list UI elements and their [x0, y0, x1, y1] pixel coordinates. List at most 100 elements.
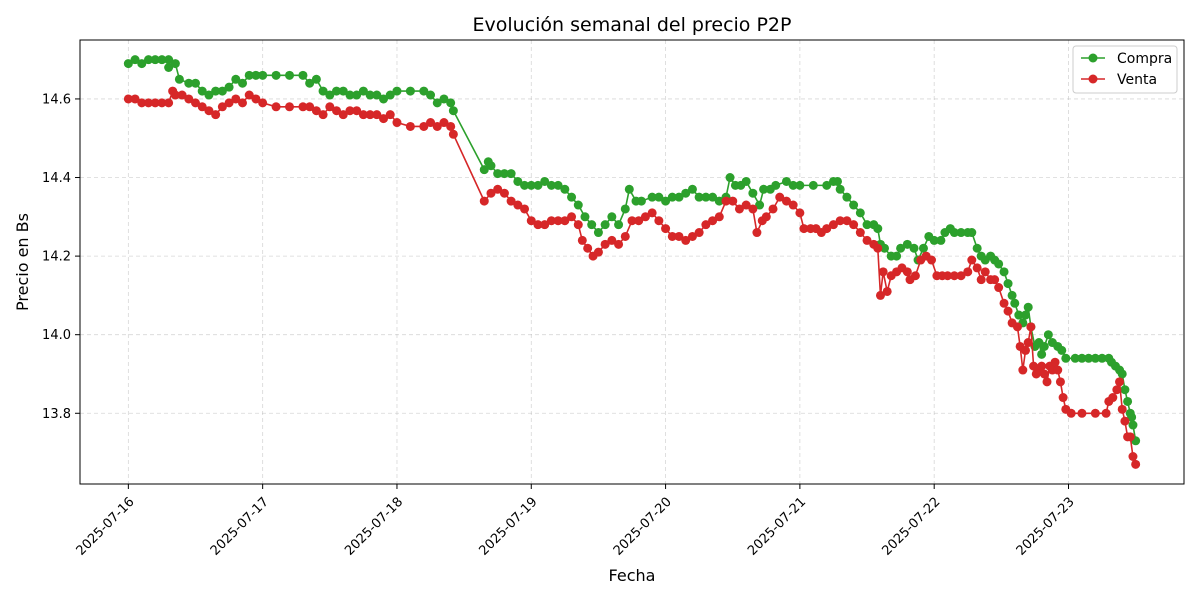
data-point-venta — [902, 267, 912, 277]
data-point-compra — [332, 86, 342, 96]
data-point-compra — [1057, 345, 1067, 355]
data-point-venta — [681, 235, 691, 245]
data-point-venta — [244, 90, 254, 100]
data-point-compra — [144, 55, 153, 65]
data-point-venta — [439, 118, 449, 128]
data-point-compra — [725, 173, 735, 183]
data-point-compra — [714, 196, 724, 206]
data-point-compra — [170, 59, 180, 69]
data-point-venta — [338, 110, 348, 120]
data-point-venta — [157, 98, 167, 108]
data-point-compra — [432, 98, 442, 108]
data-point-venta — [1112, 385, 1122, 395]
data-point-compra — [694, 192, 704, 202]
data-point-venta — [748, 204, 758, 214]
data-point-venta — [1131, 459, 1141, 469]
data-point-venta — [873, 243, 883, 253]
data-point-compra — [636, 196, 646, 206]
data-point-compra — [687, 184, 697, 194]
data-point-venta — [607, 235, 617, 245]
data-point-compra — [580, 212, 590, 222]
data-point-venta — [1108, 393, 1118, 403]
data-point-compra — [258, 70, 268, 80]
data-point-compra — [365, 90, 375, 100]
data-point-compra — [540, 176, 550, 186]
data-point-venta — [191, 98, 200, 108]
data-point-venta — [164, 98, 174, 108]
data-point-venta — [211, 110, 221, 120]
data-point-compra — [759, 184, 769, 194]
data-point-venta — [593, 247, 603, 257]
data-point-compra — [842, 192, 852, 202]
data-point-venta — [479, 196, 489, 206]
data-point-compra — [392, 86, 402, 96]
data-point-venta — [600, 239, 610, 249]
data-point-venta — [795, 208, 805, 218]
data-point-venta — [734, 204, 744, 214]
data-point-compra — [755, 200, 765, 210]
data-point-venta — [217, 102, 227, 112]
data-point-venta — [526, 216, 536, 226]
data-point-venta — [419, 121, 429, 131]
data-point-venta — [768, 204, 778, 214]
data-point-compra — [553, 180, 563, 190]
data-point-venta — [822, 224, 832, 234]
data-point-venta — [379, 114, 389, 124]
data-point-venta — [184, 94, 194, 104]
data-point-compra — [1128, 420, 1138, 430]
data-point-compra — [1043, 330, 1053, 340]
data-point-venta — [448, 129, 458, 139]
data-point-venta — [849, 220, 859, 230]
data-point-venta — [560, 216, 570, 226]
data-point-compra — [379, 94, 389, 104]
data-point-venta — [1101, 408, 1111, 418]
data-point-compra — [238, 78, 248, 88]
data-point-venta — [197, 102, 207, 112]
data-point-compra — [708, 192, 718, 202]
y-tick-label: 14.0 — [42, 328, 71, 343]
data-point-compra — [1070, 353, 1080, 363]
data-point-compra — [311, 74, 321, 84]
legend-label-venta: Venta — [1117, 72, 1157, 88]
data-point-venta — [123, 94, 133, 104]
data-point-venta — [714, 212, 724, 222]
data-point-compra — [130, 55, 140, 65]
data-point-venta — [1050, 357, 1060, 367]
data-point-compra — [1123, 396, 1133, 406]
data-point-venta — [647, 208, 657, 218]
data-point-compra — [1127, 412, 1137, 422]
data-point-venta — [788, 200, 798, 210]
data-point-venta — [426, 118, 436, 128]
data-point-venta — [654, 216, 664, 226]
data-point-compra — [788, 180, 798, 190]
data-point-venta — [694, 228, 704, 238]
legend-label-compra: Compra — [1117, 51, 1172, 67]
data-point-venta — [752, 228, 762, 238]
data-point-venta — [1018, 365, 1028, 375]
legend: Compra Venta — [1072, 45, 1178, 94]
data-point-venta — [1115, 377, 1125, 387]
series-compra — [123, 55, 1141, 446]
data-point-venta — [828, 220, 838, 230]
data-point-compra — [244, 70, 254, 80]
data-point-venta — [927, 255, 936, 265]
data-point-venta — [144, 98, 153, 108]
data-point-venta — [583, 243, 593, 253]
data-point-compra — [994, 259, 1004, 269]
data-point-venta — [1055, 377, 1065, 387]
data-point-compra — [164, 55, 174, 65]
data-point-venta — [1058, 393, 1068, 403]
data-point-venta — [513, 200, 523, 210]
data-point-compra — [1010, 298, 1020, 308]
data-point-compra — [560, 184, 570, 194]
data-point-compra — [224, 82, 234, 92]
data-point-compra — [1117, 369, 1127, 379]
data-point-compra — [338, 86, 348, 96]
data-point-compra — [1037, 349, 1047, 359]
data-point-venta — [976, 275, 986, 285]
data-point-compra — [217, 86, 227, 96]
data-point-venta — [1128, 452, 1138, 461]
legend-marker-venta — [1088, 74, 1098, 84]
